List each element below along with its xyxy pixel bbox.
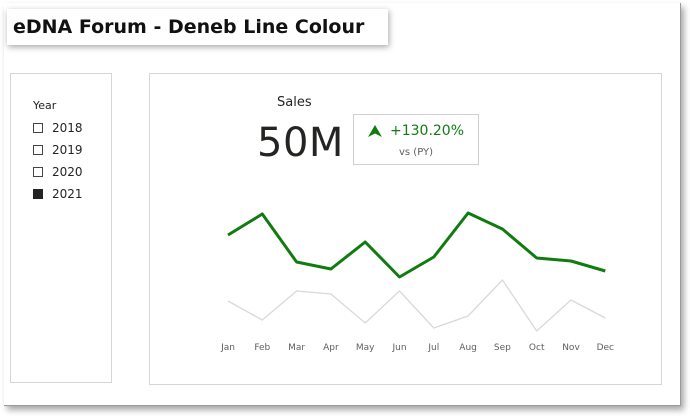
prior-year-line-point[interactable]	[500, 278, 504, 282]
line-chart: Jan Feb Mar Apr May Jun Jul Aug Sep Oct Nov Dec	[220, 211, 614, 353]
x-tick-label: Sep	[494, 343, 511, 353]
x-tick-label: Feb	[254, 343, 270, 353]
x-tick-label: Mar	[288, 343, 305, 353]
prior-year-line-point[interactable]	[398, 289, 402, 293]
slicer-item-2019[interactable]: 2019	[33, 139, 83, 161]
slicer-label-2021: 2021	[52, 187, 83, 201]
kpi-change-value: +130.20%	[390, 123, 465, 139]
x-tick-label: Jul	[427, 343, 439, 353]
current-year-line-point[interactable]	[363, 240, 367, 244]
prior-year-line-point[interactable]	[569, 298, 573, 302]
kpi-comparison-label: vs (PY)	[398, 147, 434, 158]
slicer-label-2019: 2019	[52, 143, 83, 157]
checkbox-2019[interactable]	[33, 145, 43, 155]
current-year-line-point[interactable]	[226, 233, 230, 237]
current-year-line-point[interactable]	[295, 260, 299, 264]
x-tick-label: Oct	[529, 343, 545, 353]
prior-year-line-point[interactable]	[535, 329, 539, 333]
slicer-item-2018[interactable]: 2018	[33, 117, 83, 139]
kpi-change: +130.20%	[368, 123, 464, 139]
current-year-line-point[interactable]	[535, 256, 539, 260]
x-tick-label: May	[356, 343, 375, 353]
kpi-label: Sales	[277, 95, 312, 110]
slicer-item-2021[interactable]: 2021	[33, 183, 83, 205]
checkbox-2021[interactable]	[33, 189, 43, 199]
prior-year-line-point[interactable]	[260, 318, 264, 322]
x-tick-label: Apr	[323, 343, 339, 353]
x-tick-label: Dec	[597, 343, 614, 353]
current-year-line-point[interactable]	[398, 275, 402, 279]
prior-year-line-point[interactable]	[295, 289, 299, 293]
kpi-value: 50M	[257, 120, 344, 166]
prior-year-line-point[interactable]	[226, 299, 230, 303]
slicer-header: Year	[33, 99, 57, 112]
slicer-list: 2018 2019 2020 2021	[33, 117, 83, 205]
current-year-line-point[interactable]	[500, 227, 504, 231]
slicer-label-2018: 2018	[52, 121, 83, 135]
current-year-line-point[interactable]	[466, 211, 470, 215]
x-tick-label: Aug	[459, 343, 477, 353]
current-year-line	[227, 211, 606, 279]
kpi-change-card: +130.20% vs (PY)	[353, 114, 479, 165]
x-tick-label: Jun	[391, 343, 406, 353]
x-tick-label: Jan	[220, 343, 235, 353]
prior-year-line-point[interactable]	[363, 321, 367, 325]
slicer-item-2020[interactable]: 2020	[33, 161, 83, 183]
prior-year-line-point[interactable]	[329, 292, 333, 296]
checkbox-2020[interactable]	[33, 167, 43, 177]
year-slicer[interactable]: Year 2018 2019 2020 2021	[10, 73, 112, 383]
current-year-line-point[interactable]	[432, 255, 436, 259]
prior-year-line	[227, 279, 606, 332]
report-title: eDNA Forum - Deneb Line Colour	[7, 9, 388, 45]
slicer-label-2020: 2020	[52, 165, 83, 179]
prior-year-line-point[interactable]	[432, 326, 436, 330]
checkbox-2018[interactable]	[33, 123, 43, 133]
current-year-line-point[interactable]	[569, 259, 573, 263]
x-tick-label: Nov	[562, 343, 580, 353]
current-year-line-point[interactable]	[260, 212, 264, 216]
prior-year-line-point[interactable]	[466, 314, 470, 318]
arrow-up-icon	[368, 124, 382, 137]
current-year-line-point[interactable]	[329, 267, 333, 271]
prior-year-line-point[interactable]	[603, 316, 607, 320]
sales-visual[interactable]: Sales 50M +130.20% vs (PY) Jan Feb Mar Apr M…	[149, 73, 662, 385]
current-year-line-point[interactable]	[603, 269, 607, 273]
